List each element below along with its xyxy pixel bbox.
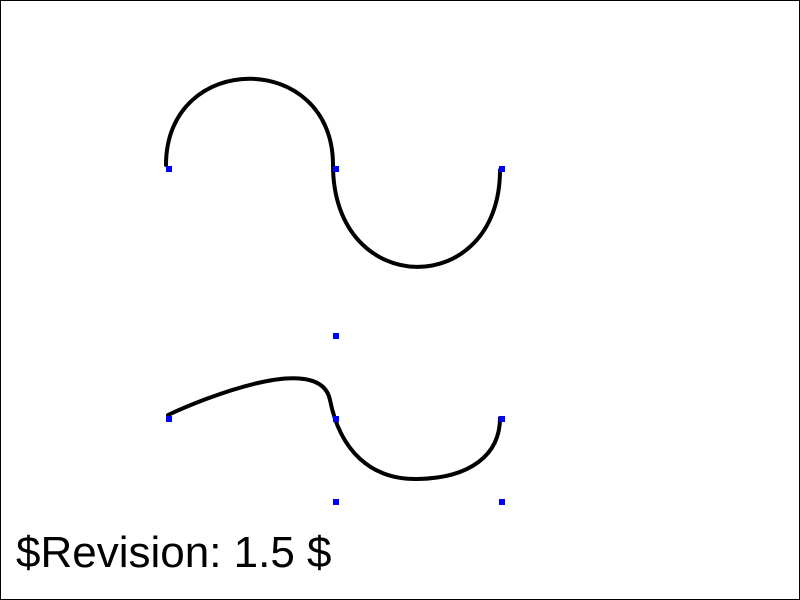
lower-curve-start-marker — [166, 416, 172, 422]
upper-curve-end-marker — [499, 166, 505, 172]
lower-s-curve — [166, 376, 502, 482]
upper-curve-mid-marker — [333, 166, 339, 172]
lower-control-point-marker-c — [499, 499, 505, 505]
upper-s-curve — [164, 76, 502, 269]
lower-control-point-marker-b — [333, 499, 339, 505]
lower-control-point-marker-a — [333, 333, 339, 339]
lower-curve-group — [166, 333, 505, 505]
lower-curve-mid-marker — [333, 416, 339, 422]
lower-curve-end-marker — [499, 416, 505, 422]
revision-label: $Revision: 1.5 $ — [16, 528, 332, 577]
upper-curve-group — [164, 76, 505, 269]
upper-curve-start-marker — [166, 166, 172, 172]
